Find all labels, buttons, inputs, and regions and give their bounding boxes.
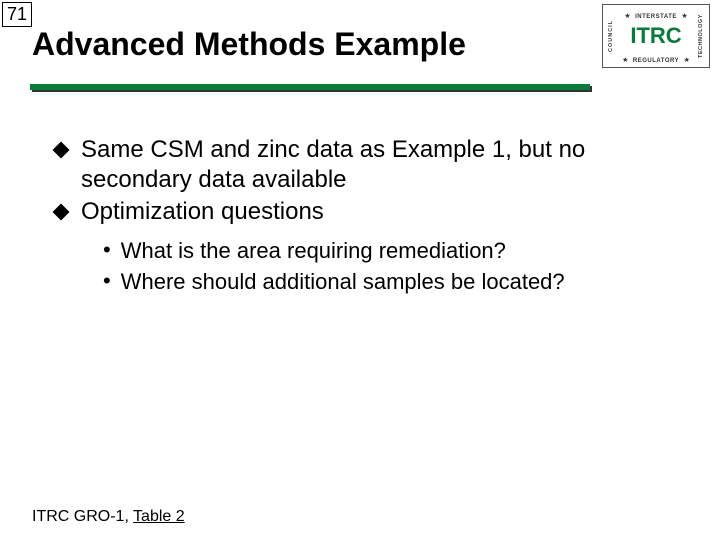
itrc-logo: COUNCIL ★ INTERSTATE ★ ITRC ★ REGULATORY… xyxy=(602,4,710,68)
logo-regulatory: REGULATORY xyxy=(633,58,679,64)
star-icon: ★ xyxy=(681,13,687,20)
star-icon: ★ xyxy=(624,13,630,20)
footer-prefix: ITRC GRO-1, xyxy=(32,508,133,525)
dot-bullet-icon: • xyxy=(103,237,111,263)
logo-interstate-row: ★ INTERSTATE ★ xyxy=(624,5,687,23)
logo-technology-text: TECHNOLOGY xyxy=(695,5,707,67)
footer-link[interactable]: Table 2 xyxy=(133,508,185,525)
sub-bullet-list: • What is the area requiring remediation… xyxy=(103,237,680,295)
content-area: Same CSM and zinc data as Example 1, but… xyxy=(55,135,680,298)
dot-bullet-icon: • xyxy=(103,268,111,294)
bullet-item: Optimization questions xyxy=(55,197,680,227)
slide-title: Advanced Methods Example xyxy=(32,26,466,63)
logo-interstate: INTERSTATE xyxy=(635,14,677,20)
diamond-bullet-icon xyxy=(53,142,70,159)
sub-bullet-text: What is the area requiring remediation? xyxy=(121,237,506,265)
diamond-bullet-icon xyxy=(53,204,70,221)
sub-bullet-item: • What is the area requiring remediation… xyxy=(103,237,680,265)
bullet-item: Same CSM and zinc data as Example 1, but… xyxy=(55,135,680,195)
title-underline xyxy=(30,84,590,90)
slide-number: 71 xyxy=(2,2,32,27)
logo-council-text: COUNCIL xyxy=(605,5,617,67)
sub-bullet-text: Where should additional samples be locat… xyxy=(121,268,565,296)
sub-bullet-item: • Where should additional samples be loc… xyxy=(103,268,680,296)
bullet-text: Optimization questions xyxy=(81,197,324,227)
logo-regulatory-row: ★ REGULATORY ★ xyxy=(622,49,690,67)
bullet-text: Same CSM and zinc data as Example 1, but… xyxy=(81,135,680,195)
footer-reference: ITRC GRO-1, Table 2 xyxy=(32,508,185,526)
star-icon: ★ xyxy=(622,57,628,64)
star-icon: ★ xyxy=(684,57,690,64)
logo-itrc-text: ITRC xyxy=(630,25,681,47)
